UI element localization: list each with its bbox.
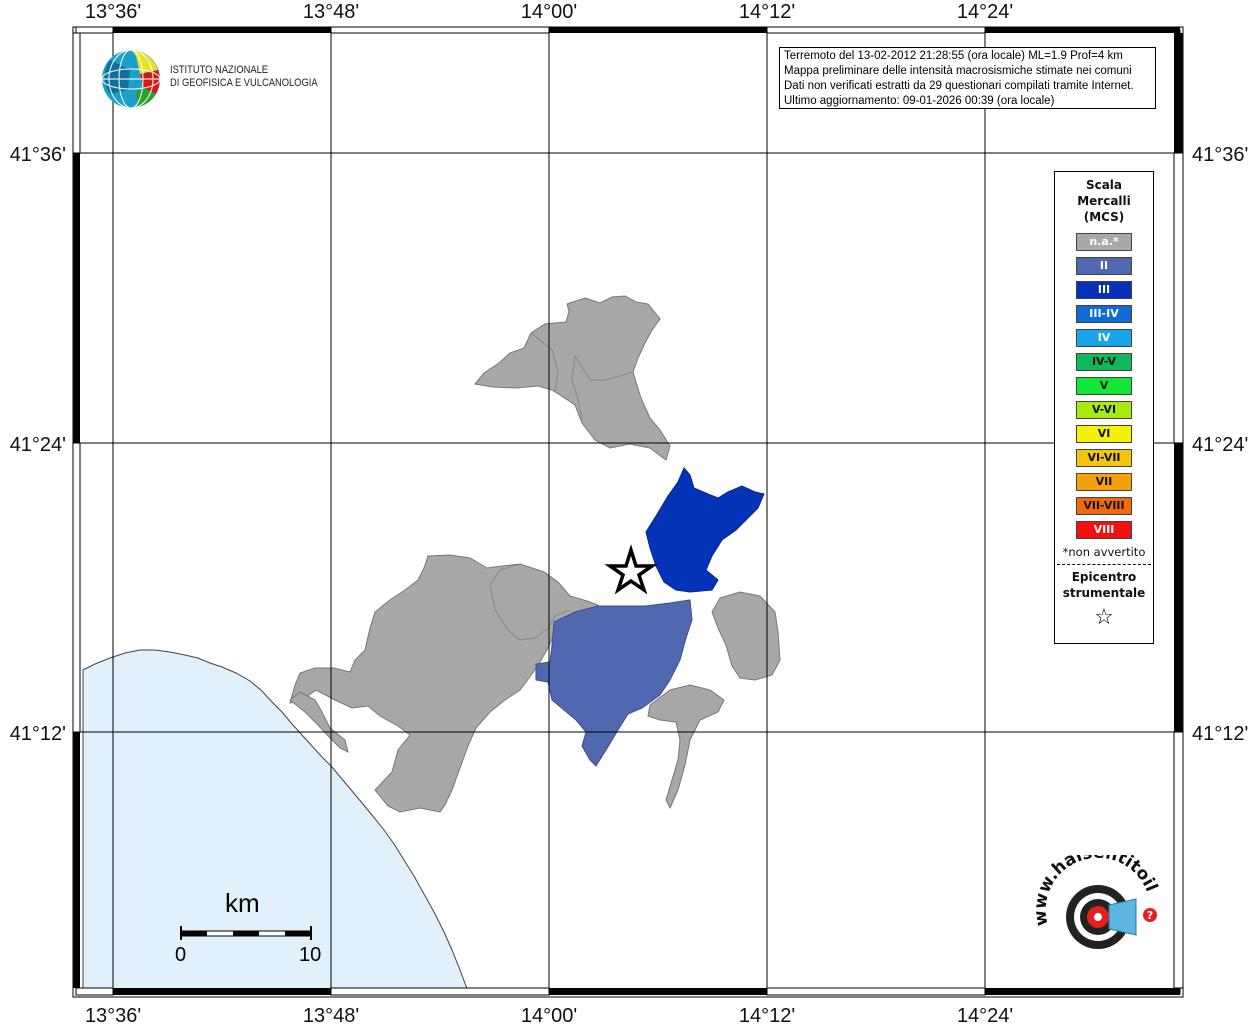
legend-item: VII-VIII xyxy=(1076,497,1132,515)
ingv-logo: ISTITUTO NAZIONALE DI GEOFISICA E VULCAN… xyxy=(100,48,340,110)
longitude-labels-bottom: 13°36' 13°48' 14°00' 14°12' 14°24' xyxy=(85,1005,1013,1024)
legend-item: II xyxy=(1076,257,1132,275)
ingv-name: ISTITUTO NAZIONALE DI GEOFISICA E VULCAN… xyxy=(170,64,318,90)
ingv-name-line1: ISTITUTO NAZIONALE xyxy=(170,64,269,76)
legend-title-line3: (MCS) xyxy=(1083,210,1125,224)
epicenter-legend-star-icon: ☆ xyxy=(1094,605,1114,630)
map-frame xyxy=(72,26,1184,998)
lat-label: 41°24' xyxy=(1192,434,1248,456)
municipality-na xyxy=(289,691,349,753)
legend-title-line1: Scala xyxy=(1085,178,1123,192)
lon-label: 14°12' xyxy=(739,1005,795,1024)
legend-title-line2: Mercalli xyxy=(1077,194,1131,208)
lat-label: 41°24' xyxy=(10,434,66,456)
lon-label: 13°36' xyxy=(85,1,141,23)
sea-area xyxy=(82,649,471,995)
scale-unit: km xyxy=(225,888,260,918)
municipality-intensity-II xyxy=(535,599,693,767)
scale-min-label: 0 xyxy=(175,944,187,966)
haisentito-logo[interactable]: ? www.haisentitoilterremoto.it xyxy=(1025,840,1164,975)
legend-item: VI xyxy=(1076,425,1132,443)
legend-note: *non avvertito xyxy=(1062,545,1146,559)
legend-epicenter: Epicentro strumentale xyxy=(1055,569,1153,601)
scale-bar: km 0 10 xyxy=(170,886,330,976)
lon-label: 14°12' xyxy=(739,1,795,23)
longitude-labels-top: 13°36' 13°48' 14°00' 14°12' 14°24' xyxy=(85,1,1013,23)
map-info-line: Mappa preliminare delle intensità macros… xyxy=(784,65,1132,77)
update-info-line: Ultimo aggiornamento: 09-01-2026 00:39 (… xyxy=(784,95,1055,107)
svg-text:?: ? xyxy=(1147,909,1153,922)
municipal-borders xyxy=(489,332,633,641)
municipality-na xyxy=(647,684,725,810)
lon-label: 13°36' xyxy=(85,1005,141,1024)
legend-title: Scala Mercalli (MCS) xyxy=(1055,177,1153,225)
lat-label: 41°12' xyxy=(1192,723,1248,745)
epicenter-star-icon xyxy=(604,544,658,595)
scale-bar-graphic xyxy=(180,926,312,940)
legend-item: VIII xyxy=(1076,521,1132,539)
lon-label: 14°24' xyxy=(957,1005,1013,1024)
lon-label: 13°48' xyxy=(303,1,359,23)
legend-item: III-IV xyxy=(1076,305,1132,323)
lat-label: 41°36' xyxy=(10,144,66,166)
municipality-na xyxy=(711,591,781,681)
municipality-intensity-III xyxy=(645,467,765,593)
globe-icon xyxy=(101,49,161,109)
scale-max-label: 10 xyxy=(299,944,322,966)
graticule xyxy=(76,30,1180,994)
event-info-box: Terremoto del 13-02-2012 21:28:55 (ora l… xyxy=(779,47,1156,109)
legend-items: n.a.* II III III-IV IV IV-V V V-VI VI VI-VII VII VI… xyxy=(1055,233,1153,539)
legend-item: IV xyxy=(1076,329,1132,347)
municipality-na xyxy=(289,554,599,813)
legend-separator xyxy=(1057,564,1151,565)
lat-label: 41°36' xyxy=(1192,144,1248,166)
lon-label: 14°00' xyxy=(521,1,577,23)
legend-epicenter-line2: strumentale xyxy=(1062,586,1146,600)
intensity-legend: Scala Mercalli (MCS) n.a.* II III III-IV IV I… xyxy=(1054,171,1154,644)
data-info-line: Dati non verificati estratti da 29 quest… xyxy=(784,80,1134,92)
lat-label: 41°12' xyxy=(10,723,66,745)
latitude-labels-left: 41°36' 41°24' 41°12' xyxy=(10,144,66,745)
legend-item: VII xyxy=(1076,473,1132,491)
latitude-labels-right: 41°36' 41°24' 41°12' xyxy=(1192,144,1248,745)
legend-item: n.a.* xyxy=(1076,233,1132,251)
lon-label: 13°48' xyxy=(303,1005,359,1024)
lon-label: 14°24' xyxy=(957,1,1013,23)
lon-label: 14°00' xyxy=(521,1005,577,1024)
legend-item: IV-V xyxy=(1076,353,1132,371)
legend-item: V-VI xyxy=(1076,401,1132,419)
legend-epicenter-line1: Epicentro xyxy=(1071,570,1137,584)
legend-item: VI-VII xyxy=(1076,449,1132,467)
ingv-name-line2: DI GEOFISICA E VULCANOLOGIA xyxy=(170,77,318,89)
haisentito-logo-graphic: ? www.haisentitoilterremoto.it xyxy=(1025,840,1161,949)
event-info-line: Terremoto del 13-02-2012 21:28:55 (ora l… xyxy=(784,50,1123,62)
legend-item: III xyxy=(1076,281,1132,299)
legend-item: V xyxy=(1076,377,1132,395)
